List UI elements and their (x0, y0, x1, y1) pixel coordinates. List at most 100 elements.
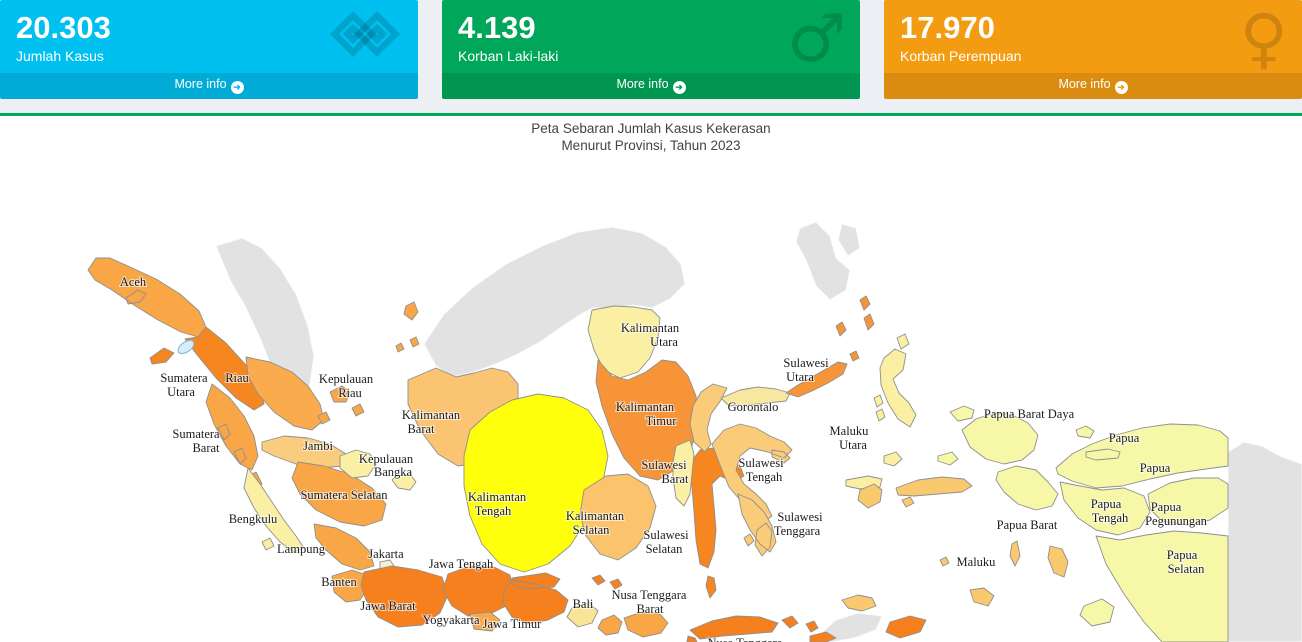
province-jawa-timur[interactable] (502, 572, 623, 625)
province-kepulauan-riau[interactable] (317, 301, 420, 425)
province-label: Kalimantan (468, 490, 527, 504)
province-bali[interactable] (566, 602, 599, 628)
province-riau[interactable] (245, 356, 325, 431)
stat-value: 4.139 (458, 10, 536, 45)
province-aceh[interactable] (87, 257, 207, 338)
province-label: Kalimantan (621, 321, 680, 335)
stat-label: Jumlah Kasus (16, 47, 104, 64)
province-papua-barat[interactable] (995, 465, 1059, 511)
province-label: Riau (338, 386, 362, 400)
province-label: Jambi (303, 439, 333, 453)
province-bengkulu[interactable] (243, 467, 305, 553)
province-sulawesi-utara[interactable] (785, 295, 875, 398)
province-label: Banten (321, 575, 357, 589)
province-label: Sumatera Selatan (300, 488, 388, 502)
province-label: Utara (786, 370, 814, 384)
province-label: Utara (650, 335, 678, 349)
province-sulawesi-tenggara[interactable] (737, 493, 777, 557)
province-label: Lampung (277, 542, 326, 556)
province-kep-bangka-belitung[interactable] (339, 449, 417, 491)
province-papua-barat-daya[interactable] (937, 405, 1039, 466)
province-label: Kalimantan (616, 400, 675, 414)
province-gorontalo[interactable] (720, 386, 791, 407)
province-label: Selatan (573, 523, 611, 537)
province-papua-tengah[interactable] (1059, 481, 1151, 536)
region-papua-new-guinea (1227, 441, 1302, 642)
region-malaysia-borneo (423, 226, 686, 378)
stat-box-korban-perempuan: 17.970 Korban Perempuan ♀ More info ➜ (884, 0, 1302, 99)
province-sulawesi-barat[interactable] (672, 439, 695, 507)
arrow-circle-right-icon: ➜ (1114, 81, 1128, 94)
province-label: Sulawesi (777, 510, 823, 524)
more-info-link[interactable]: More info ➜ (0, 73, 418, 99)
province-label: Tengah (1092, 511, 1129, 525)
province-label: Papua Barat (997, 518, 1058, 532)
lake-toba-shape (177, 339, 195, 355)
province-label: Kepulauan (359, 452, 414, 466)
province-label: Selatan (1168, 562, 1206, 576)
province-label: Tengah (746, 470, 783, 484)
province-label: Kalimantan (402, 408, 461, 422)
province-papua-selatan[interactable] (1079, 530, 1229, 642)
province-label: Bengkulu (229, 512, 278, 526)
province-papua-pegunungan[interactable] (1147, 477, 1229, 526)
province-label: Sumatera (160, 371, 208, 385)
stat-value: 17.970 (900, 10, 995, 45)
province-label: Sumatera (172, 427, 220, 441)
province-label: Barat (407, 422, 435, 436)
province-lampung[interactable] (313, 523, 375, 571)
province-label: Pegunungan (1145, 514, 1208, 528)
map-title-line2: Menurut Provinsi, Tahun 2023 (561, 137, 741, 153)
province-label: Barat (636, 602, 664, 616)
map-title-line1: Peta Sebaran Jumlah Kasus Kekerasan (531, 121, 771, 136)
province-label: Selatan (646, 542, 684, 556)
province-label: Barat (192, 441, 220, 455)
province-label: Timur (646, 414, 678, 428)
province-label: Sulawesi (643, 528, 689, 542)
province-label: Jawa Tengah (429, 557, 494, 571)
region-philippines-mindanao (795, 221, 861, 301)
province-maluku[interactable] (841, 476, 1069, 612)
province-label: Tenggara (774, 524, 821, 538)
province-papua[interactable] (1055, 423, 1229, 489)
stat-box-korban-laki-laki: 4.139 Korban Laki-laki ♂ More info ➜ (442, 0, 860, 99)
province-sumatera-barat[interactable] (205, 383, 263, 491)
province-nusa-tenggara-timur[interactable] (686, 615, 927, 642)
province-label: Nusa Tenggara (708, 636, 783, 642)
arrow-circle-right-icon: ➜ (230, 81, 244, 94)
province-label: Yogyakarta (422, 613, 480, 627)
stat-boxes-row: 20.303 Jumlah Kasus More info ➜ 4.139 Kor… (0, 0, 1302, 99)
arrow-circle-right-icon: ➜ (672, 81, 686, 94)
province-label: Maluku (830, 424, 870, 438)
province-label: Riau (225, 371, 249, 385)
province-label: Utara (839, 438, 867, 452)
map-title: Peta Sebaran Jumlah Kasus Kekerasan Menu… (0, 121, 1302, 155)
province-label: Sulawesi (738, 456, 784, 470)
province-kalimantan-tengah[interactable] (463, 393, 609, 573)
province-label: Kalimantan (566, 509, 625, 523)
simfoni-diamonds-logo-icon (326, 6, 404, 66)
province-sumatera-utara[interactable] (149, 326, 265, 411)
province-maluku-utara[interactable] (845, 333, 917, 490)
stat-box-jumlah-kasus: 20.303 Jumlah Kasus More info ➜ (0, 0, 418, 99)
province-nusa-tenggara-barat[interactable] (597, 611, 669, 638)
region-malaysia-peninsula (215, 237, 315, 401)
province-label: Bali (573, 597, 594, 611)
province-jawa-tengah[interactable] (442, 565, 515, 617)
province-label: Sulawesi (783, 356, 829, 370)
province-label: Jawa Barat (360, 599, 416, 613)
more-info-link[interactable]: More info ➜ (884, 73, 1302, 99)
province-kalimantan-utara[interactable] (587, 305, 661, 379)
stat-label: Korban Perempuan (900, 47, 1022, 64)
province-jawa-barat[interactable] (360, 565, 449, 628)
stat-label: Korban Laki-laki (458, 47, 559, 64)
province-label: Papua (1109, 431, 1140, 445)
province-di-yogyakarta[interactable] (469, 611, 501, 632)
province-label: Jawa Timur (483, 617, 543, 631)
province-label: Maluku (957, 555, 997, 569)
province-label: Papua (1091, 497, 1122, 511)
more-info-link[interactable]: More info ➜ (442, 73, 860, 99)
province-kalimantan-selatan[interactable] (579, 473, 657, 561)
province-label: Bangka (374, 465, 413, 479)
